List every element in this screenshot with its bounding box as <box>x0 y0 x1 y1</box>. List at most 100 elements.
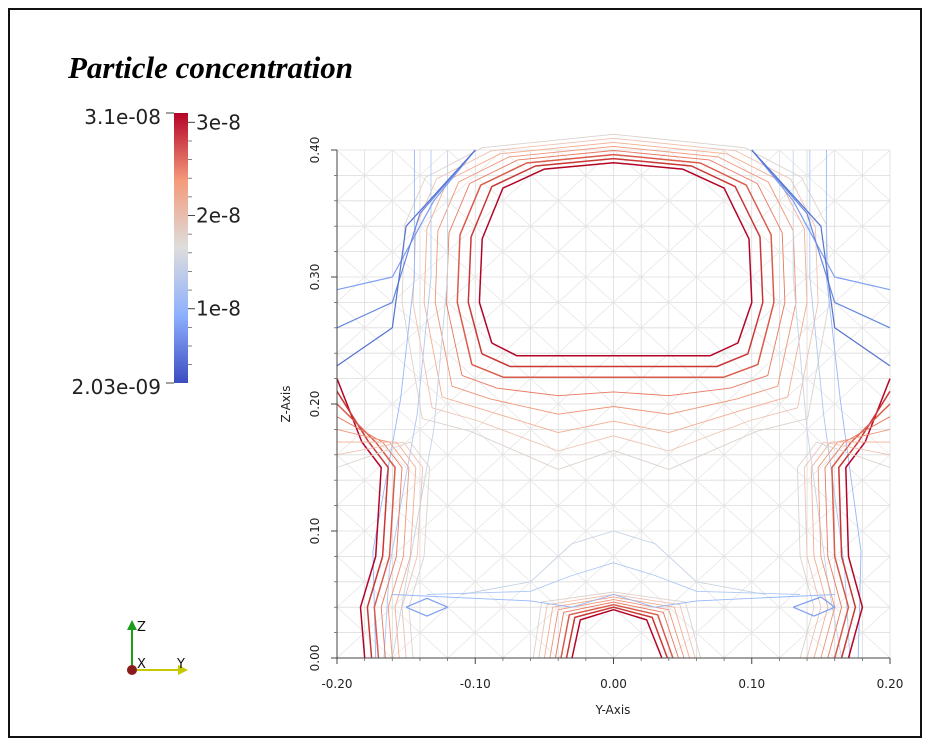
grid-diagonal <box>723 327 752 354</box>
contour-line <box>810 441 890 659</box>
grid-diagonal <box>834 556 863 583</box>
grid-diagonal <box>364 403 393 430</box>
grid-diagonal <box>475 530 504 557</box>
grid-diagonal <box>557 429 587 456</box>
grid-diagonal <box>696 429 725 456</box>
grid-diagonal <box>613 378 642 405</box>
grid-diagonal <box>392 149 421 176</box>
grid-diagonal <box>419 505 448 532</box>
grid-diagonal <box>834 632 863 659</box>
grid-diagonal <box>530 530 559 557</box>
grid-diagonal <box>806 149 835 176</box>
grid-diagonal <box>751 606 780 633</box>
grid-diagonal <box>502 225 531 252</box>
grid-diagonal <box>668 454 697 481</box>
grid-diagonal <box>475 632 504 659</box>
grid-diagonal <box>751 251 780 278</box>
contour-line <box>824 416 891 659</box>
grid-diagonal <box>585 251 614 278</box>
grid-diagonal <box>502 505 531 532</box>
grid-diagonal <box>862 276 891 303</box>
grid-diagonal <box>336 327 365 354</box>
grid-diagonal <box>530 378 559 405</box>
grid-diagonal <box>557 606 587 633</box>
contour-line <box>336 378 382 659</box>
grid-diagonal <box>779 556 808 583</box>
grid-diagonal <box>668 479 697 506</box>
grid-diagonal <box>557 556 587 583</box>
grid-diagonal <box>447 530 476 557</box>
grid-diagonal <box>419 530 448 557</box>
grid-diagonal <box>585 378 614 405</box>
grid-diagonal <box>862 479 891 506</box>
grid-diagonal <box>723 403 752 430</box>
grid-diagonal <box>723 505 752 532</box>
contour-line <box>845 378 891 659</box>
grid-diagonal <box>585 200 614 227</box>
grid-diagonal <box>613 530 642 557</box>
grid-diagonal <box>502 302 531 329</box>
grid-diagonal <box>834 352 863 379</box>
grid-diagonal <box>475 378 504 405</box>
grid-diagonal <box>668 632 697 659</box>
grid-diagonal <box>419 632 448 659</box>
grid-diagonal <box>779 276 808 303</box>
x-tick-label: 0.20 <box>877 677 904 691</box>
contour-line <box>336 416 403 659</box>
grid-diagonal <box>806 352 835 379</box>
grid-diagonal <box>392 632 421 659</box>
grid-diagonal <box>557 175 587 202</box>
grid-diagonal <box>806 429 835 456</box>
grid-diagonal <box>502 327 531 354</box>
grid-diagonal <box>613 429 642 456</box>
grid-diagonal <box>613 479 642 506</box>
grid-diagonal <box>585 302 614 329</box>
contour-line <box>337 441 417 659</box>
grid-diagonal <box>447 429 476 456</box>
grid-diagonal <box>392 352 421 379</box>
grid-diagonal <box>447 556 476 583</box>
grid-diagonal <box>862 581 891 608</box>
grid-diagonal <box>723 429 752 456</box>
grid-diagonal <box>668 378 697 405</box>
grid-diagonal <box>723 251 752 278</box>
grid-diagonal <box>447 200 476 227</box>
grid-diagonal <box>530 505 559 532</box>
colorbar-ticks: 3e-8 2e-8 1e-8 <box>166 110 241 384</box>
colorbar-max-label: 3.1e-08 <box>84 105 161 129</box>
plot-area: -0.20 -0.10 0.00 0.10 0.20 0.000.100.200.300… <box>279 133 904 717</box>
grid-diagonal <box>419 479 448 506</box>
grid-diagonal <box>530 454 559 481</box>
grid-diagonal <box>530 327 559 354</box>
colorbar-tick-label: 3e-8 <box>196 110 241 134</box>
x-tick-label: -0.10 <box>460 677 491 691</box>
grid-diagonal <box>696 276 725 303</box>
grid-diagonal <box>530 276 559 303</box>
grid-diagonal <box>751 479 780 506</box>
grid-diagonal <box>419 556 448 583</box>
grid-diagonal <box>419 149 448 176</box>
grid-diagonal <box>668 505 697 532</box>
grid-diagonal <box>668 530 697 557</box>
grid-diagonal <box>585 175 614 202</box>
grid-diagonal <box>613 302 642 329</box>
grid-diagonal <box>364 200 393 227</box>
grid-diagonal <box>723 530 752 557</box>
x-tick-label: 0.10 <box>738 677 765 691</box>
triad-z-label: Z <box>137 620 146 635</box>
grid-diagonal <box>751 556 780 583</box>
grid-diagonal <box>696 606 725 633</box>
grid-diagonal <box>447 606 476 633</box>
colorbar-tick-label: 2e-8 <box>196 204 241 228</box>
contour-line <box>751 149 891 329</box>
grid-diagonal <box>502 378 531 405</box>
grid-diagonal <box>751 505 780 532</box>
grid-diagonal <box>447 327 476 354</box>
grid-diagonal <box>392 479 421 506</box>
grid-diagonal <box>751 276 780 303</box>
grid-diagonal <box>475 581 504 608</box>
grid-diagonal <box>668 581 697 608</box>
grid-diagonal <box>751 149 780 176</box>
contour-line <box>560 603 674 659</box>
grid-diagonal <box>557 505 587 532</box>
